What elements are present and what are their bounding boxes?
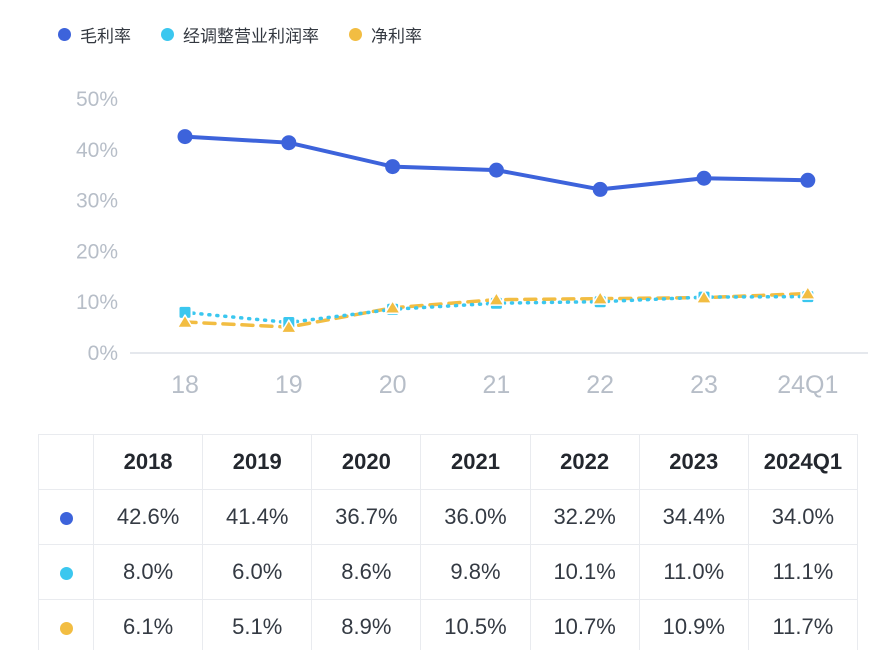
legend-dot-net-margin-icon [349, 28, 362, 41]
marker-triangle-icon [799, 285, 817, 300]
table-cell: 8.6% [311, 544, 422, 600]
table-cell: 8.0% [92, 544, 204, 600]
y-axis-tick-label: 50% [76, 88, 118, 111]
marker-circle-icon [281, 135, 297, 151]
table-cell: 32.2% [529, 489, 640, 545]
metrics-table: 2018 2019 2020 2021 2022 2023 2024Q1 42.6% 41.4%… [38, 434, 859, 650]
table-cell: 6.1% [92, 599, 204, 650]
legend-label-adjusted-operating-margin: 经调整营业利润率 [183, 27, 319, 46]
margins-line-chart: 0% 10% 20% 30% 40% 50% 18 19 20 21 22 23 24Q1 [76, 88, 868, 399]
table-cell: 8.9% [311, 599, 422, 650]
table-cell: 11.1% [747, 544, 859, 600]
y-axis-tick-label: 40% [76, 139, 118, 162]
marker-circle-icon [488, 162, 504, 178]
table-header-cell: 2019 [202, 434, 313, 490]
series-dot-cell [38, 544, 94, 600]
series-dot-cell [38, 489, 94, 545]
legend-label-net-margin: 净利率 [371, 27, 422, 46]
chart-legend: 毛利率 经调整营业利润率 净利率 [0, 0, 896, 47]
table-cell: 10.9% [638, 599, 749, 650]
table-row: 6.1% 5.1% 8.9% 10.5% 10.7% 10.9% 11.7% [38, 599, 859, 650]
series-dot-icon [59, 511, 73, 525]
table-cell: 34.4% [638, 489, 749, 545]
legend-item-adjusted-operating-margin[interactable]: 经调整营业利润率 [161, 22, 319, 47]
y-axis-tick-label: 10% [76, 291, 118, 314]
y-axis-tick-label: 20% [76, 240, 118, 263]
legend-label-gross-margin: 毛利率 [80, 27, 131, 46]
table-corner-cell [38, 434, 94, 490]
table-header-cell: 2018 [92, 434, 204, 490]
table-row: 42.6% 41.4% 36.7% 36.0% 32.2% 34.4% 34.0% [38, 489, 859, 545]
x-axis-tick-label: 21 [482, 371, 510, 399]
table-header-cell: 2024Q1 [747, 434, 859, 490]
data-table-area: 2018 2019 2020 2021 2022 2023 2024Q1 42.6% 41.4%… [38, 434, 896, 650]
table-cell: 36.7% [311, 489, 422, 545]
marker-triangle-icon [176, 314, 194, 329]
legend-item-net-margin[interactable]: 净利率 [349, 22, 422, 47]
table-cell: 9.8% [420, 544, 531, 600]
line-chart-area: 0% 10% 20% 30% 40% 50% 18 19 20 21 22 23 24Q1 [0, 71, 896, 406]
marker-circle-icon [800, 172, 816, 188]
legend-item-gross-margin[interactable]: 毛利率 [58, 22, 131, 47]
series-dot-icon [59, 621, 73, 635]
marker-triangle-icon [695, 289, 713, 304]
table-header-cell: 2022 [529, 434, 640, 490]
table-cell: 41.4% [202, 489, 313, 545]
marker-triangle-icon [384, 300, 401, 315]
y-axis-tick-label: 30% [76, 190, 118, 213]
x-axis-tick-label: 22 [586, 371, 614, 399]
marker-circle-icon [177, 129, 193, 145]
x-axis-tick-label: 24Q1 [777, 371, 838, 399]
series-dot-icon [59, 566, 73, 580]
marker-circle-icon [385, 159, 401, 175]
marker-triangle-icon [280, 319, 298, 334]
legend-dot-adjusted-operating-margin-icon [161, 28, 174, 41]
marker-circle-icon [592, 181, 608, 197]
marker-triangle-icon [591, 290, 609, 305]
marker-circle-icon [696, 170, 712, 186]
table-cell: 42.6% [92, 489, 204, 545]
table-cell: 10.1% [529, 544, 640, 600]
table-cell: 10.7% [529, 599, 640, 650]
series-dot-cell [38, 599, 94, 650]
x-axis-tick-label: 20 [379, 371, 407, 399]
marker-triangle-icon [488, 291, 505, 306]
table-cell: 6.0% [202, 544, 313, 600]
table-cell: 11.7% [747, 599, 859, 650]
table-row: 8.0% 6.0% 8.6% 9.8% 10.1% 11.0% 11.1% [38, 544, 859, 600]
table-header-row: 2018 2019 2020 2021 2022 2023 2024Q1 [38, 434, 859, 490]
x-axis-tick-label: 18 [171, 371, 199, 399]
y-axis-tick-label: 0% [88, 342, 118, 365]
table-cell: 11.0% [638, 544, 749, 600]
table-cell: 5.1% [202, 599, 313, 650]
table-cell: 10.5% [420, 599, 531, 650]
table-header-cell: 2020 [311, 434, 422, 490]
x-axis-tick-label: 23 [690, 371, 718, 399]
table-cell: 34.0% [747, 489, 859, 545]
legend-dot-gross-margin-icon [58, 28, 71, 41]
table-cell: 36.0% [420, 489, 531, 545]
table-header-cell: 2023 [638, 434, 749, 490]
x-axis-tick-label: 19 [275, 371, 303, 399]
table-header-cell: 2021 [420, 434, 531, 490]
